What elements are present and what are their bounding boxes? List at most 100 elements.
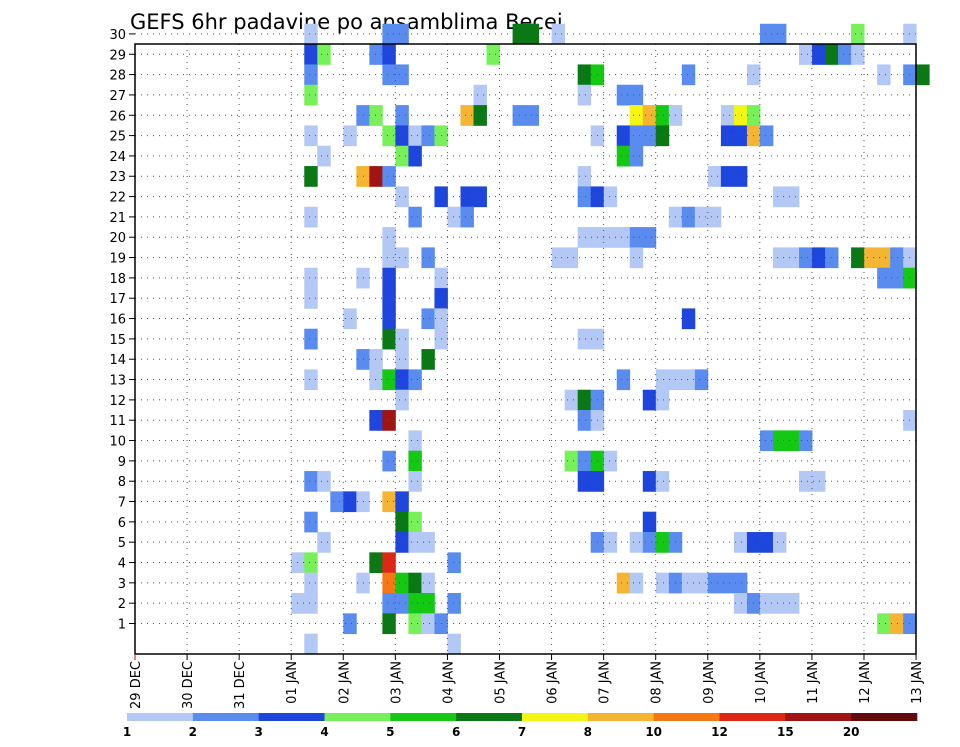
y-tick-label: 3 xyxy=(118,577,126,592)
precip-cell xyxy=(877,267,891,289)
precip-cell xyxy=(681,369,696,391)
colorbar-swatch xyxy=(258,713,325,721)
precip-cell xyxy=(408,593,422,614)
y-tick-label: 21 xyxy=(109,211,126,226)
precip-cell xyxy=(642,532,657,553)
precip-cell xyxy=(421,247,435,269)
colorbar-swatch xyxy=(851,713,918,721)
precip-cell xyxy=(382,450,396,472)
precip-cell xyxy=(694,206,709,228)
x-tick-label: 12 JAN xyxy=(858,661,873,704)
y-tick-label: 4 xyxy=(118,557,126,572)
colorbar-legend: 1 2 3 4 5 6 7 8 10 12 15 20 xyxy=(123,713,918,739)
colorbar-swatch xyxy=(522,713,589,721)
precip-cell xyxy=(655,105,670,126)
precip-cell xyxy=(694,369,709,391)
precip-cell xyxy=(772,186,787,208)
precip-cell xyxy=(304,552,318,574)
precip-cell xyxy=(382,44,396,65)
precip-cell xyxy=(733,572,748,594)
x-tick-label: 29 DEC xyxy=(129,661,144,709)
precip-cell xyxy=(642,105,657,126)
precip-cell xyxy=(616,369,631,391)
precip-cell xyxy=(408,430,422,452)
precip-cell xyxy=(642,125,657,147)
precip-cell xyxy=(395,247,409,269)
y-tick-label: 10 xyxy=(109,435,126,450)
precip-cell xyxy=(642,227,657,248)
precip-cell xyxy=(421,593,435,614)
precip-cell xyxy=(707,206,722,228)
y-tick-label: 8 xyxy=(118,475,126,490)
precip-cell xyxy=(304,44,318,65)
precip-cell xyxy=(304,288,318,309)
precip-cell xyxy=(304,593,318,614)
x-tick-label: 13 JAN xyxy=(910,661,925,704)
y-tick-label: 1 xyxy=(118,618,126,633)
precip-cell xyxy=(395,349,409,370)
precip-cell xyxy=(577,389,592,411)
colorbar-swatch xyxy=(653,713,720,721)
precip-cell xyxy=(629,145,644,167)
y-axis: 1234567891011121314151617181920212223242… xyxy=(109,28,135,633)
precip-cell xyxy=(304,84,318,106)
colorbar-tick-label: 3 xyxy=(254,725,262,739)
precip-cell xyxy=(421,308,435,330)
precip-cell xyxy=(577,450,592,472)
precip-cell xyxy=(421,532,435,553)
precip-cell xyxy=(343,308,357,330)
precip-cell xyxy=(577,410,592,431)
precip-cell xyxy=(408,369,422,391)
precip-cell xyxy=(395,145,409,167)
precip-cell xyxy=(395,64,409,86)
precip-cell xyxy=(772,532,787,553)
precip-cell xyxy=(317,145,331,167)
colorbar-swatch xyxy=(785,713,852,721)
precip-cell xyxy=(629,572,644,594)
precip-cell xyxy=(408,450,422,472)
y-tick-label: 27 xyxy=(109,89,126,104)
y-tick-label: 19 xyxy=(109,252,126,267)
x-tick-label: 10 JAN xyxy=(754,661,769,704)
colorbar-tick-label: 12 xyxy=(711,725,728,739)
precip-cell xyxy=(577,186,592,208)
precip-cell xyxy=(577,64,592,86)
precip-cell xyxy=(395,186,409,208)
precip-cell xyxy=(369,369,383,391)
precip-cell xyxy=(382,288,396,309)
x-tick-label: 11 JAN xyxy=(806,661,821,704)
precip-cell xyxy=(577,84,592,106)
precip-cell xyxy=(408,145,422,167)
y-tick-label: 23 xyxy=(109,170,126,185)
precip-cell xyxy=(473,84,487,106)
precip-cell xyxy=(655,389,670,411)
colorbar-swatch xyxy=(587,713,654,721)
precip-cell xyxy=(382,491,396,513)
precip-cell xyxy=(395,511,409,533)
colorbar-tick-label: 5 xyxy=(386,725,394,739)
precip-cell xyxy=(421,572,435,594)
precip-cell xyxy=(304,511,318,533)
precip-cell xyxy=(733,593,748,614)
precip-cell xyxy=(890,267,904,289)
precip-cell xyxy=(877,247,891,269)
colorbar-tick-label: 4 xyxy=(320,725,328,739)
precip-cell xyxy=(707,166,722,187)
precip-cell xyxy=(603,186,618,208)
x-axis: 29 DEC 30 DEC 31 DEC 01 JAN 02 JAN 03 JAN 04 J… xyxy=(129,654,925,709)
precip-cell xyxy=(577,471,592,492)
grid-lines xyxy=(135,33,916,654)
y-tick-label: 24 xyxy=(109,150,126,165)
precip-cell xyxy=(890,247,904,269)
precip-cell xyxy=(395,369,409,391)
precip-cell xyxy=(304,125,318,147)
precip-cell xyxy=(369,552,383,574)
precip-cell xyxy=(382,572,396,594)
x-tick-label: 09 JAN xyxy=(702,661,717,704)
precip-cell xyxy=(304,572,318,594)
colorbar-swatch xyxy=(324,713,391,721)
colorbar-tick-label: 15 xyxy=(777,725,794,739)
colorbar-tick-label: 7 xyxy=(518,725,526,739)
precip-cell xyxy=(525,105,540,126)
